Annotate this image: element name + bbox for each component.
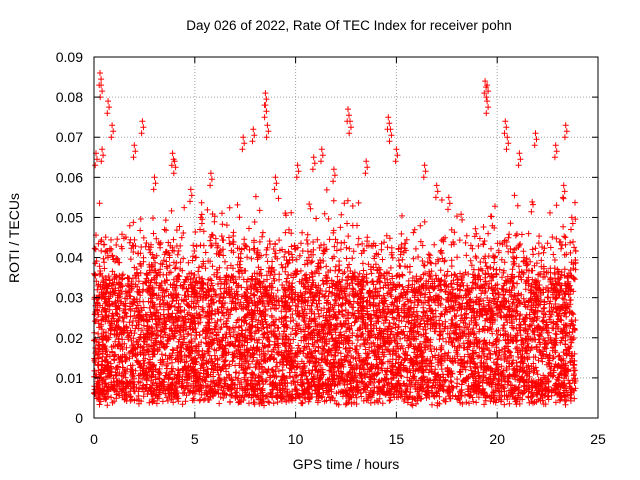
roti-data-points — [91, 70, 579, 409]
y-tick-label: 0.03 — [56, 290, 83, 306]
y-tick-label: 0.04 — [56, 250, 83, 266]
y-tick-label: 0.08 — [56, 89, 83, 105]
y-tick-label: 0 — [75, 410, 83, 426]
x-tick-label: 15 — [389, 431, 405, 447]
x-tick-label: 10 — [288, 431, 304, 447]
plot-frame — [93, 56, 599, 419]
y-tick-label: 0.01 — [56, 370, 83, 386]
x-tick-label: 20 — [489, 431, 505, 447]
y-tick-label: 0.09 — [56, 49, 83, 65]
y-tick-label: 0.05 — [56, 209, 83, 225]
x-axis-label: GPS time / hours — [292, 456, 400, 472]
x-tick-label: 25 — [590, 431, 606, 447]
x-tick-label: 0 — [90, 431, 98, 447]
chart-title: Day 026 of 2022, Rate Of TEC Index for r… — [186, 18, 512, 33]
y-tick-label: 0.07 — [56, 129, 83, 145]
y-tick-label: 0.02 — [56, 330, 83, 346]
x-tick-label: 5 — [191, 431, 199, 447]
y-tick-label: 0.06 — [56, 169, 83, 185]
